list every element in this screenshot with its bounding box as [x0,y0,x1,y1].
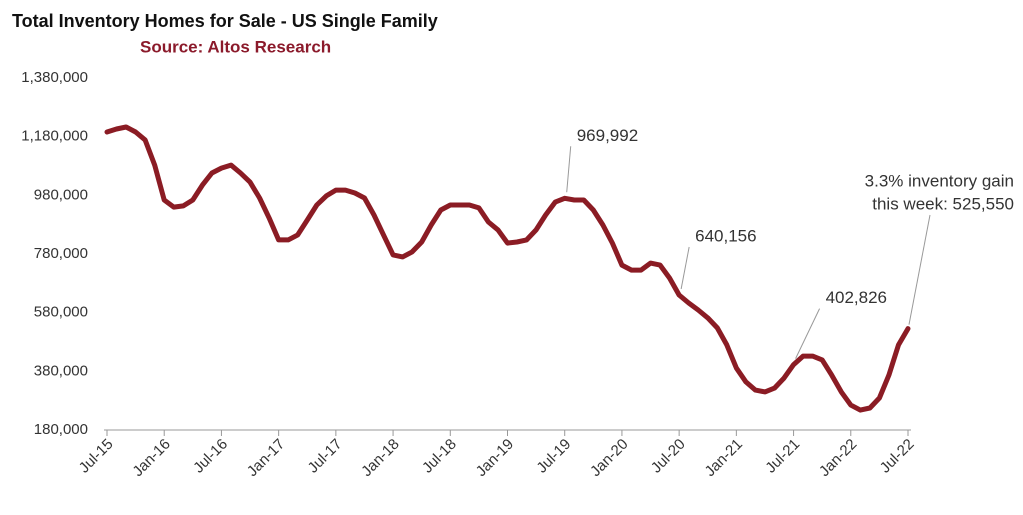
x-tick-label: Jan-20 [587,436,631,480]
chart-title: Total Inventory Homes for Sale - US Sing… [12,11,438,31]
y-tick-label: 180,000 [34,421,88,438]
x-tick-label: Jan-18 [358,436,402,480]
x-tick-label: Jan-16 [129,436,173,480]
x-tick-label: Jul-22 [877,436,918,477]
y-tick-label: 380,000 [34,362,88,379]
x-tick-label: Jan-22 [816,436,860,480]
x-tick-label: Jul-15 [76,436,117,477]
leader-line [680,246,690,290]
chart-subtitle: Source: Altos Research [140,37,331,56]
leader-line [908,214,931,325]
y-tick-label: 1,380,000 [21,69,88,86]
x-tick-label: Jul-20 [648,436,689,477]
y-tick-label: 1,180,000 [21,128,88,145]
value-label: 640,156 [695,227,756,246]
value-label: 402,826 [826,288,887,307]
y-tick-label: 780,000 [34,245,88,262]
leader-line [566,146,572,193]
annotation: 3.3% inventory gain [865,171,1014,190]
x-tick-label: Jul-18 [419,436,460,477]
x-tick-label: Jan-21 [702,436,746,480]
annotation: this week: 525,550 [872,194,1014,213]
data-line [104,124,911,413]
x-tick-label: Jul-19 [533,436,574,477]
x-tick-label: Jan-19 [473,436,517,480]
value-label: 969,992 [577,126,638,145]
leader-line [795,308,821,359]
x-tick-label: Jul-16 [190,436,231,477]
x-tick-label: Jul-21 [762,436,803,477]
y-tick-label: 580,000 [34,304,88,321]
y-tick-label: 980,000 [34,186,88,203]
x-tick-label: Jan-17 [244,436,288,480]
x-tick-label: Jul-17 [305,436,346,477]
